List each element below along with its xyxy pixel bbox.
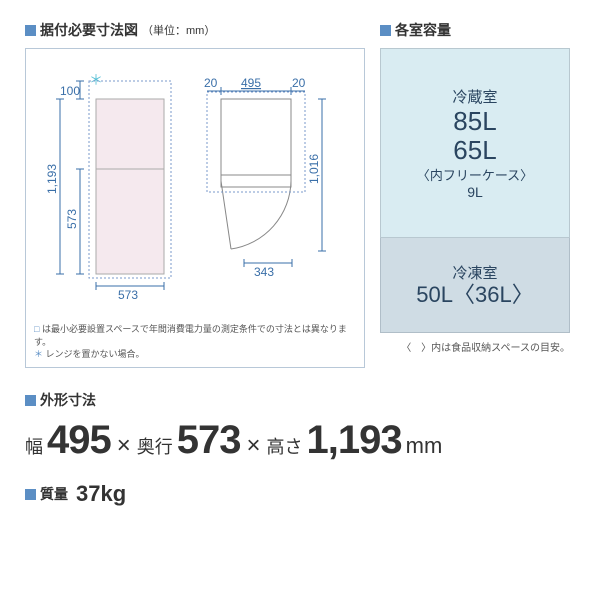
diagram-footnotes: □ は最小必要設置スペースで年間消費電力量の測定条件での寸法とは異なります。 ＊… bbox=[34, 323, 356, 361]
fridge-sub-val: 9L bbox=[467, 184, 483, 200]
square-icon bbox=[25, 489, 36, 500]
diagram-title: 据付必要寸法図 （単位：mm） bbox=[25, 20, 365, 40]
diagram-unit: （単位：mm） bbox=[142, 22, 215, 38]
fridge-label: 冷蔵室 bbox=[452, 86, 497, 107]
dim-w: 495 bbox=[47, 418, 111, 463]
front-outline bbox=[96, 99, 164, 274]
capacity-note: 〈 〉内は食品収納スペースの目安。 bbox=[380, 339, 570, 354]
dim-x2: × bbox=[247, 432, 261, 460]
square-icon bbox=[25, 395, 36, 406]
swing-arc bbox=[231, 181, 291, 249]
external-dims-line: 幅 495 × 奥行 573 × 高さ 1,193 mm bbox=[25, 418, 575, 463]
mass-section: 質量 37kg bbox=[25, 481, 575, 507]
diagram-section: 据付必要寸法図 （単位：mm） 100 ＊ bbox=[25, 20, 365, 368]
external-title-text: 外形寸法 bbox=[40, 390, 96, 410]
fridge-sub-label: 内フリーケース bbox=[430, 168, 520, 183]
dim-top-gap: 100 bbox=[60, 84, 80, 98]
square-icon bbox=[380, 25, 391, 36]
dim-unit: mm bbox=[406, 433, 443, 459]
dim-front-width: 573 bbox=[118, 288, 138, 302]
mass-value: 37 bbox=[76, 481, 100, 506]
fridge-val1: 85L bbox=[453, 107, 496, 136]
capacity-section: 各室容量 冷蔵室 85L 65L 〈内フリーケース〉 9L 冷凍室 50L〈36… bbox=[380, 20, 570, 368]
diagram-svg: 100 ＊ 1,193 573 573 bbox=[26, 49, 364, 367]
dim-d: 573 bbox=[177, 418, 241, 463]
footnote-1: は最小必要設置スペースで年間消費電力量の測定条件での寸法とは異なります。 bbox=[34, 324, 347, 347]
dim-x1: × bbox=[117, 432, 131, 460]
top-door bbox=[221, 175, 291, 187]
top-body bbox=[221, 99, 291, 179]
dim-swing: 343 bbox=[254, 265, 274, 279]
installation-diagram: 100 ＊ 1,193 573 573 bbox=[25, 48, 365, 368]
external-dims-section: 外形寸法 幅 495 × 奥行 573 × 高さ 1,193 mm bbox=[25, 390, 575, 463]
dim-h-label: 高さ bbox=[267, 433, 303, 459]
dim-height-total: 1,193 bbox=[45, 164, 59, 194]
dim-top-width: 495 bbox=[241, 76, 261, 90]
capacity-box: 冷蔵室 85L 65L 〈内フリーケース〉 9L 冷凍室 50L〈36L〉 bbox=[380, 48, 570, 333]
dim-depth: 1,016 bbox=[307, 154, 321, 184]
capacity-title-text: 各室容量 bbox=[395, 20, 451, 40]
dim-w-label: 幅 bbox=[25, 433, 43, 459]
mass-unit: kg bbox=[100, 481, 126, 506]
mass-title-text: 質量 bbox=[40, 484, 68, 504]
dim-h: 1,193 bbox=[307, 418, 402, 463]
freezer-label: 冷凍室 bbox=[452, 262, 497, 283]
dim-gap-r: 20 bbox=[292, 76, 306, 90]
dim-gap-l: 20 bbox=[204, 76, 218, 90]
capacity-freezer: 冷凍室 50L〈36L〉 bbox=[380, 238, 570, 333]
capacity-title: 各室容量 bbox=[380, 20, 570, 40]
external-title: 外形寸法 bbox=[25, 390, 575, 410]
footnote-ast-icon: ＊ bbox=[34, 349, 43, 359]
dim-height-lower: 573 bbox=[65, 209, 79, 229]
freezer-val: 50L〈36L〉 bbox=[416, 283, 533, 307]
mass-title: 質量 bbox=[25, 484, 68, 504]
footnote-mark-icon: □ bbox=[34, 324, 39, 334]
footnote-2: レンジを置かない場合。 bbox=[46, 349, 145, 359]
dim-d-label: 奥行 bbox=[137, 433, 173, 459]
fridge-val2: 65L bbox=[453, 136, 496, 165]
diagram-title-text: 据付必要寸法図 bbox=[40, 20, 138, 40]
square-icon bbox=[25, 25, 36, 36]
asterisk-icon: ＊ bbox=[89, 72, 103, 88]
capacity-fridge: 冷蔵室 85L 65L 〈内フリーケース〉 9L bbox=[380, 48, 570, 238]
